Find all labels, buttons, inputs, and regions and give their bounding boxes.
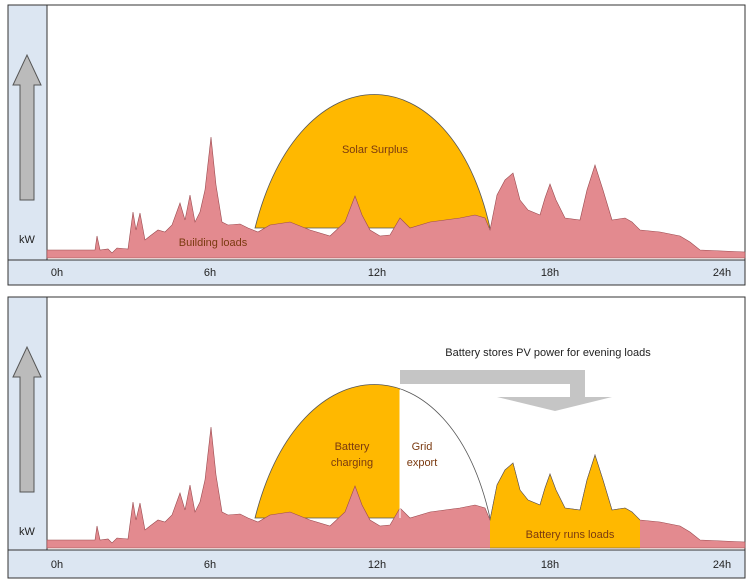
battery-runs-loads-label: Battery runs loads	[526, 529, 615, 541]
x-label: 6h	[204, 267, 216, 279]
x-label: 6h	[204, 559, 216, 571]
battery-charging-label: charging	[331, 457, 373, 469]
x-strip	[7, 259, 746, 286]
panel-1: kW Solar Surplus Building loads 0h 6h 12…	[7, 4, 746, 286]
x-label: 0h	[51, 559, 63, 571]
solar-surplus-label: Solar Surplus	[342, 144, 409, 156]
x-label: 12h	[368, 559, 386, 571]
x-label: 24h	[713, 559, 731, 571]
x-strip	[7, 549, 746, 579]
annotation: Battery stores PV power for evening load…	[445, 347, 651, 359]
panel-2: kW Battery stores PV power for evening l…	[7, 296, 746, 579]
x-label: 0h	[51, 267, 63, 279]
up-arrow	[12, 53, 42, 201]
x-label: 12h	[368, 267, 386, 279]
x-label: 18h	[541, 267, 559, 279]
x-label: 18h	[541, 559, 559, 571]
up-arrow	[12, 345, 42, 493]
y-unit: kW	[19, 526, 36, 538]
panel-2-plot	[46, 384, 746, 549]
grid-export-label: export	[407, 457, 438, 469]
battery-charging-label: Battery	[335, 441, 370, 453]
storage-arrow	[400, 370, 612, 411]
building-loads-label: Building loads	[179, 237, 248, 249]
x-label: 24h	[713, 267, 731, 279]
grid-export-label: Grid	[412, 441, 433, 453]
y-unit: kW	[19, 234, 36, 246]
